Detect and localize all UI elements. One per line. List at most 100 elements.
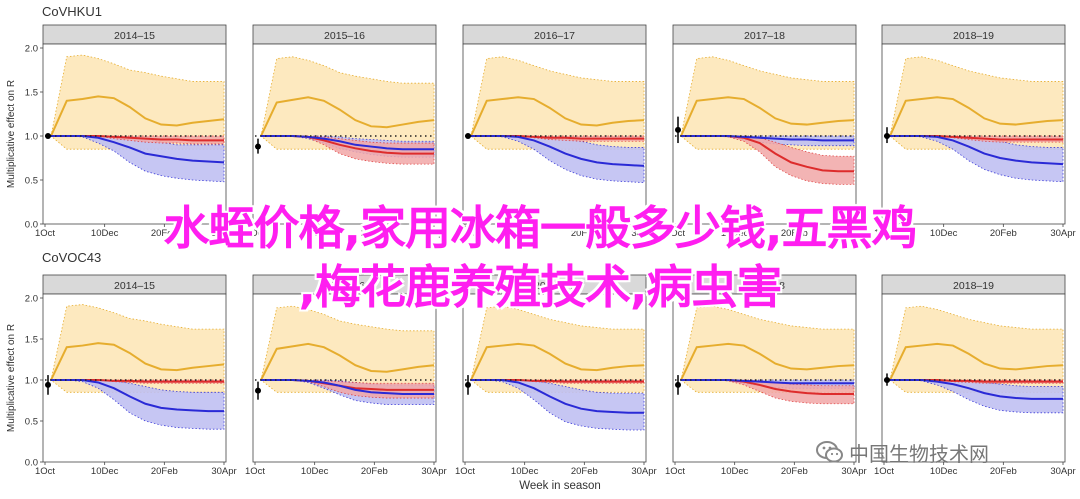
chart-title: CoVHKU1	[42, 4, 102, 19]
y-tick-label: 1.0	[25, 376, 38, 387]
gold-series-line	[470, 96, 645, 137]
x-tick-label: 1Oct	[245, 228, 265, 239]
panel-2015–16: 2015–16 1Oct 10Dec 20Feb 30Apr	[245, 274, 447, 477]
marker-point	[465, 133, 471, 139]
x-tick-label: 1Oct	[665, 228, 685, 239]
x-tick-label: 30Apr	[421, 228, 446, 239]
panel-2016–17: 2016–17 1Oct 10Dec 20Feb 30Apr	[455, 24, 657, 239]
gold-credible-band	[680, 305, 855, 393]
blue-series-line	[471, 135, 645, 167]
y-axis-label: Multiplicative effect on R	[6, 80, 17, 188]
gold-credible-band	[680, 56, 855, 150]
x-tick-label: 20Feb	[571, 228, 598, 239]
panel-season-label: 2018–19	[953, 280, 994, 292]
marker-point	[45, 133, 51, 139]
panel-2015–16: 2015–16 1Oct 10Dec 20Feb 30Apr	[245, 24, 447, 239]
x-tick-label: 30Apr	[211, 466, 236, 477]
x-tick-label: 10Dec	[91, 466, 119, 477]
x-tick-label: 1Oct	[245, 466, 265, 477]
x-tick-label: 1Oct	[35, 466, 55, 477]
x-tick-label: 20Feb	[990, 466, 1017, 477]
overlay-text-line-2: ,梅花鹿养殖技术,病虫害	[298, 260, 783, 314]
marker-point	[45, 381, 51, 388]
blue-series-line	[261, 379, 434, 395]
blue-series-line	[261, 135, 434, 151]
blue-series-line	[51, 135, 225, 164]
y-tick-label: 1.5	[25, 335, 38, 346]
marker-point	[884, 133, 890, 139]
gold-credible-band	[470, 56, 645, 150]
x-tick-label: 30Apr	[1050, 466, 1075, 477]
chart-title: CoVOC43	[42, 250, 101, 265]
wechat-icon	[816, 441, 843, 463]
y-axis-label: Multiplicative effect on R	[6, 324, 17, 432]
marker-point	[884, 377, 890, 383]
x-tick-label: 30Apr	[841, 228, 866, 239]
x-tick-label: 1Oct	[455, 228, 475, 239]
x-tick-label: 30Apr	[421, 466, 446, 477]
gold-series-line	[260, 96, 435, 137]
y-tick-label: 0.5	[25, 417, 38, 428]
panel-season-label: 2016–17	[534, 30, 575, 42]
blue-series-line	[890, 379, 1063, 400]
x-tick-label: 1Oct	[455, 466, 475, 477]
x-tick-label: 30Apr	[631, 466, 656, 477]
panel-season-label: 2017–18	[744, 280, 785, 292]
x-tick-label: 30Apr	[211, 228, 236, 239]
panel-2018–19: 2018–19 1Oct 10Dec 20Feb 30Apr	[874, 24, 1076, 239]
marker-point	[255, 387, 261, 394]
panel-2014–15: 2014–15 1Oct 10Dec 20Feb 30Apr 0.0 0.5 1.0 1.5 2.…	[25, 24, 237, 239]
x-tick-label: 1Oct	[874, 228, 894, 239]
panel-season-label: 2016–17	[534, 280, 575, 292]
panel-2017–18: 2017–18 1Oct 10Dec 20Feb 30Apr	[665, 274, 867, 477]
y-tick-label: 1.5	[25, 88, 38, 99]
marker-point	[465, 381, 471, 388]
panel-2018–19: 2018–19 1Oct 10Dec 20Feb 30Apr	[874, 274, 1076, 477]
marker-point	[675, 381, 681, 388]
x-tick-label: 20Feb	[151, 466, 178, 477]
x-tick-label: 20Feb	[151, 228, 178, 239]
gold-series-line	[50, 95, 225, 137]
x-tick-label: 1Oct	[665, 466, 685, 477]
panel-season-label: 2014–15	[114, 30, 155, 42]
watermark: 中国生物技术网	[815, 437, 989, 467]
blue-series-line	[471, 379, 644, 414]
y-tick-label: 2.0	[25, 44, 38, 55]
x-tick-label: 30Apr	[841, 466, 866, 477]
blue-series-line	[681, 379, 854, 385]
x-tick-label: 20Feb	[781, 466, 808, 477]
x-axis-label: Week in season	[519, 480, 601, 492]
x-tick-label: 10Dec	[930, 228, 958, 239]
x-tick-label: 10Dec	[301, 466, 329, 477]
x-tick-label: 20Feb	[361, 466, 388, 477]
overlay-text-line-1: 水蛭价格,家用冰箱一般多少钱,五黑鸡	[163, 201, 918, 255]
y-tick-label: 0.0	[25, 220, 38, 231]
x-tick-label: 10Dec	[301, 228, 329, 239]
x-tick-label: 10Dec	[721, 228, 749, 239]
red-credible-band	[261, 135, 435, 165]
gold-credible-band	[889, 56, 1064, 150]
gold-series-line	[260, 342, 435, 381]
gold-series-line	[680, 96, 855, 137]
blue-series-line	[890, 135, 1064, 166]
marker-point	[255, 143, 261, 150]
x-tick-label: 10Dec	[511, 466, 539, 477]
panel-season-label: 2015–16	[324, 30, 365, 42]
panel-season-label: 2014–15	[114, 280, 155, 292]
x-tick-label: 1Oct	[35, 228, 55, 239]
gold-series-line	[889, 96, 1064, 137]
blue-series-line	[51, 379, 224, 413]
watermark-text: 中国生物技术网	[849, 441, 989, 466]
y-tick-label: 0.0	[25, 458, 38, 469]
chart-CoVOC43: CoVOC43 Multiplicative effect on R Week in…	[6, 250, 1076, 492]
chart-CoVHKU1: CoVHKU1 Multiplicative effect on R 2014–15…	[6, 4, 1076, 239]
marker-point	[675, 126, 681, 133]
panel-season-label: 2018–19	[953, 30, 994, 42]
gold-series-line	[470, 342, 645, 381]
panel-2017–18: 2017–18 1Oct 10Dec 20Feb 30Apr	[665, 24, 867, 239]
y-tick-label: 2.0	[25, 294, 38, 305]
y-tick-label: 0.5	[25, 176, 38, 187]
panel-season-label: 2017–18	[744, 30, 785, 42]
gold-credible-band	[889, 305, 1064, 393]
